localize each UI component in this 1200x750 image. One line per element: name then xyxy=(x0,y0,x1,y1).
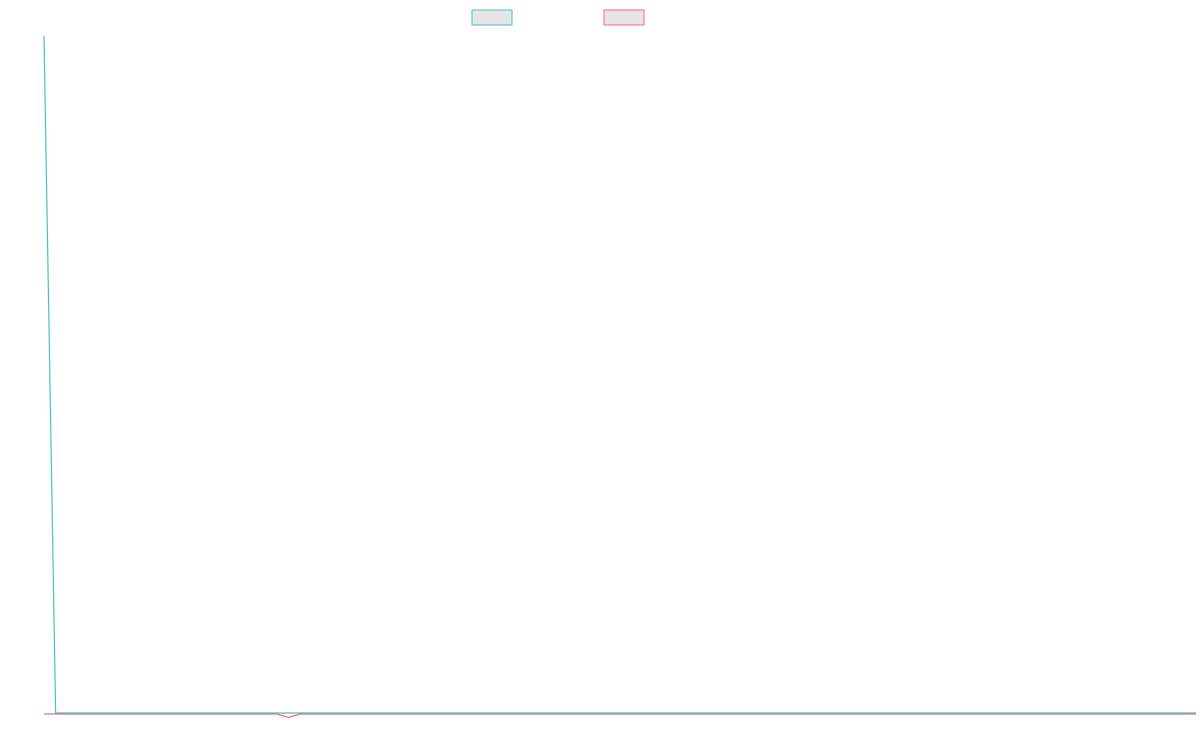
legend-swatch-2[interactable] xyxy=(603,9,645,26)
plot-area xyxy=(43,35,1196,718)
legend-swatch-1[interactable] xyxy=(471,9,513,26)
series-1-line xyxy=(43,35,1196,714)
legend xyxy=(471,9,645,26)
series-2-line xyxy=(44,713,1196,718)
